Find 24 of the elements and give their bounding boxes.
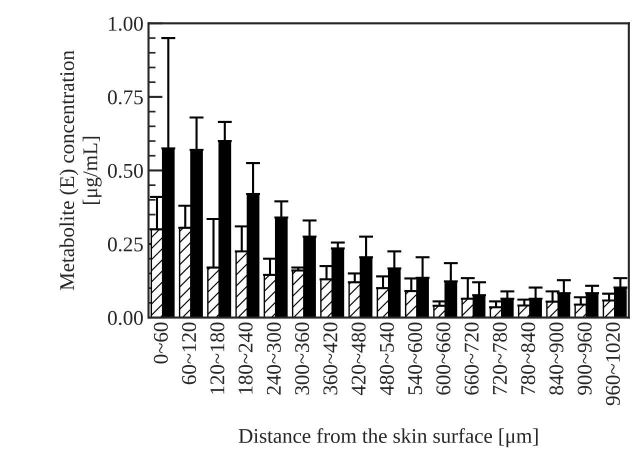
x-tick-label: 600~660 — [436, 322, 450, 395]
y-tick-label: 1.00 — [109, 16, 143, 31]
x-tick-label: 300~360 — [295, 322, 310, 395]
x-tick-label: 180~240 — [238, 322, 253, 394]
x-tick-label: 360~420 — [323, 322, 338, 395]
y-axis-title: Metabolite (E) concentration [μg/mL] — [59, 50, 102, 290]
x-tick-label: 960~1020 — [606, 322, 620, 406]
x-tick-label: 660~720 — [464, 322, 479, 395]
x-tick-label: 120~180 — [210, 322, 224, 394]
x-tick-label: 840~900 — [549, 322, 564, 395]
x-tick-label: 720~780 — [492, 322, 507, 394]
y-tick-label: 0.25 — [108, 237, 143, 252]
x-tick-label: 540~600 — [408, 322, 422, 394]
y-tick-label: 0.50 — [108, 164, 143, 178]
x-tick-label: 900~960 — [578, 322, 592, 395]
x-axis-title: Distance from the skin surface [μm] — [238, 428, 538, 448]
x-tick-label: 240~300 — [266, 322, 281, 395]
x-tick-label: 0~60 — [154, 322, 168, 364]
x-tick-label: 420~480 — [352, 322, 366, 396]
x-tick-label: 780~840 — [521, 322, 536, 394]
y-tick-label: 0.75 — [108, 90, 143, 104]
x-tick-label: 60~120 — [182, 322, 196, 384]
x-tick-label: 480~540 — [380, 322, 394, 396]
y-tick-label: 0.00 — [108, 310, 143, 326]
